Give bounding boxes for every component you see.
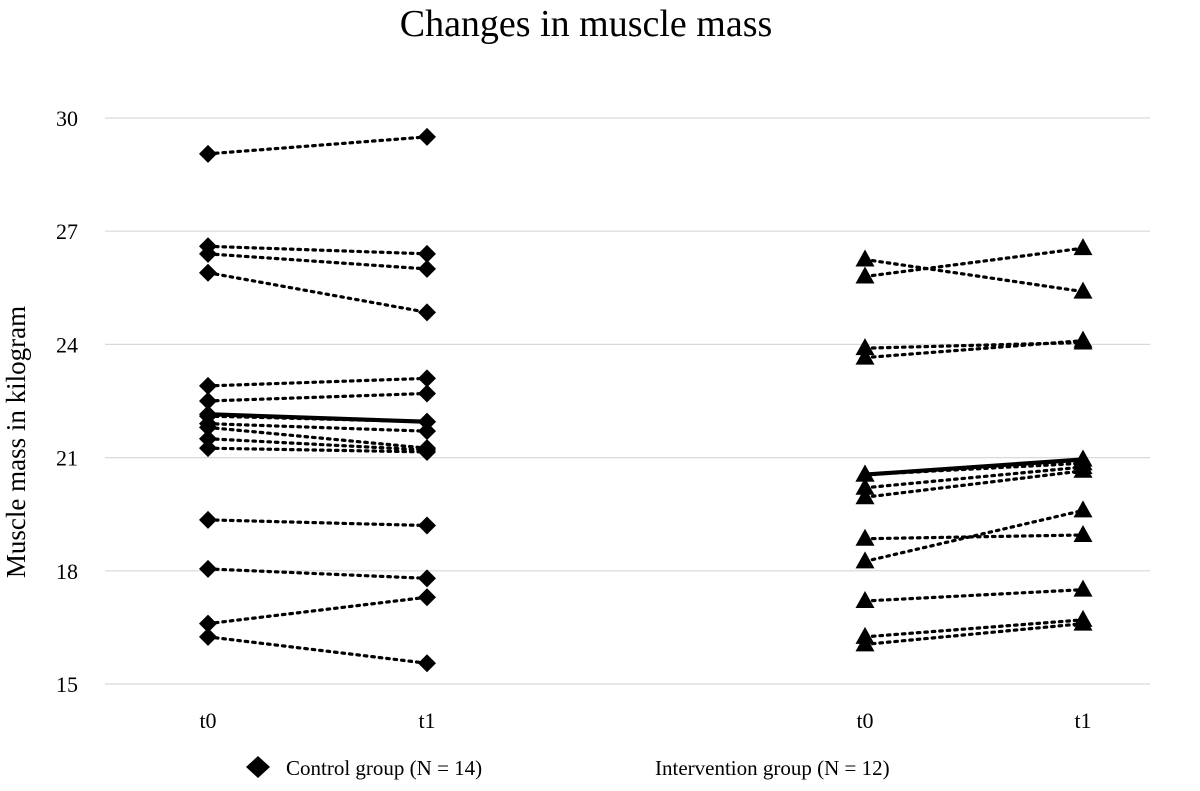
diamond-marker	[199, 418, 217, 437]
individual-line	[863, 618, 1085, 639]
x-tick-labels: t0 t1 t0 t1	[199, 708, 1091, 733]
diamond-marker	[418, 259, 436, 278]
legend-label-intervention: Intervention group (N = 12)	[655, 756, 890, 780]
diamond-marker	[199, 559, 217, 578]
diamond-marker	[199, 510, 217, 529]
diamond-marker	[199, 627, 217, 646]
individual-line	[206, 567, 429, 580]
triangle-marker	[1073, 500, 1093, 518]
triangle-marker	[1073, 449, 1093, 467]
mean-line	[864, 457, 1084, 477]
diamond-marker	[199, 144, 217, 163]
y-tick-label: 30	[56, 106, 78, 131]
diamond-marker	[199, 376, 217, 395]
diamond-marker	[199, 405, 217, 424]
series	[206, 135, 1085, 665]
individual-line	[863, 465, 1085, 490]
individual-line	[206, 446, 429, 454]
individual-line	[863, 257, 1085, 294]
y-tick-label: 18	[56, 559, 78, 584]
diamond-marker	[199, 244, 217, 263]
individual-line	[206, 635, 429, 665]
diamond-marker	[199, 392, 217, 410]
x-tick-label: t1	[1074, 708, 1091, 733]
triangle-marker	[855, 266, 875, 284]
triangle-marker	[855, 464, 875, 482]
individual-line	[863, 340, 1085, 350]
legend-item-control: Control group (N = 14)	[246, 756, 482, 780]
individual-line	[206, 135, 429, 156]
individual-line	[863, 508, 1085, 563]
triangle-marker	[855, 338, 875, 356]
individual-line	[863, 469, 1085, 499]
triangle-marker	[1073, 460, 1093, 478]
gridlines	[105, 117, 1150, 685]
triangle-marker	[1073, 238, 1093, 256]
individual-line	[206, 252, 429, 271]
y-tick-label: 15	[56, 672, 78, 697]
y-tick-label: 27	[56, 219, 78, 244]
diamond-marker	[418, 127, 436, 146]
diamond-marker	[418, 369, 436, 388]
triangle-marker	[855, 347, 875, 365]
diamond-marker	[199, 439, 217, 458]
triangle-marker	[1073, 524, 1093, 542]
triangle-marker	[855, 477, 875, 495]
triangle-marker	[855, 590, 875, 608]
diamond-marker	[418, 422, 436, 441]
individual-line	[206, 422, 429, 433]
triangle-marker	[1073, 330, 1093, 348]
diamond-marker	[418, 569, 436, 588]
diamond-marker	[199, 614, 217, 633]
triangle-marker	[855, 634, 875, 652]
mean-lines	[207, 412, 1084, 477]
triangle-marker	[1073, 613, 1093, 631]
markers	[199, 127, 1093, 673]
y-tick-label: 24	[56, 332, 78, 357]
triangle-marker	[855, 528, 875, 546]
y-tick-label: 21	[56, 446, 78, 471]
triangle-marker	[1073, 281, 1093, 299]
individual-line	[206, 271, 429, 314]
individual-line	[206, 518, 429, 528]
diamond-marker	[418, 244, 436, 263]
diamond-marker	[418, 516, 436, 535]
x-tick-label: t0	[199, 708, 216, 733]
individual-line	[863, 339, 1085, 360]
triangle-marker	[1073, 579, 1093, 597]
y-tick-labels: 15 18 21 24 27 30	[56, 106, 78, 697]
x-tick-label: t0	[856, 708, 873, 733]
diamond-marker	[418, 588, 436, 607]
mean-line	[207, 412, 428, 424]
y-axis-label: Muscle mass in kilogram	[1, 306, 31, 578]
chart-title: Changes in muscle mass	[400, 3, 773, 45]
diamond-marker	[418, 412, 436, 431]
individual-line	[863, 622, 1085, 646]
individual-line	[206, 595, 429, 626]
legend-diamond-marker	[246, 756, 270, 778]
legend-item-intervention: Intervention group (N = 12)	[655, 756, 890, 780]
individual-line	[206, 244, 429, 256]
diamond-marker	[418, 303, 436, 322]
individual-line	[863, 588, 1085, 603]
diamond-marker	[199, 263, 217, 282]
x-tick-label: t1	[418, 708, 435, 733]
legend-label-control: Control group (N = 14)	[286, 756, 482, 780]
individual-line	[206, 391, 429, 403]
individual-line	[206, 425, 429, 450]
triangle-marker	[855, 487, 875, 505]
diamond-marker	[418, 442, 436, 461]
individual-line	[206, 437, 429, 452]
legend: Control group (N = 14) Intervention grou…	[246, 756, 890, 780]
diamond-marker	[418, 384, 436, 403]
diamond-marker	[418, 654, 436, 673]
individual-line	[206, 376, 429, 388]
individual-line	[863, 246, 1085, 279]
diamond-marker	[199, 429, 217, 448]
triangle-marker	[855, 249, 875, 267]
triangle-marker	[855, 551, 875, 569]
